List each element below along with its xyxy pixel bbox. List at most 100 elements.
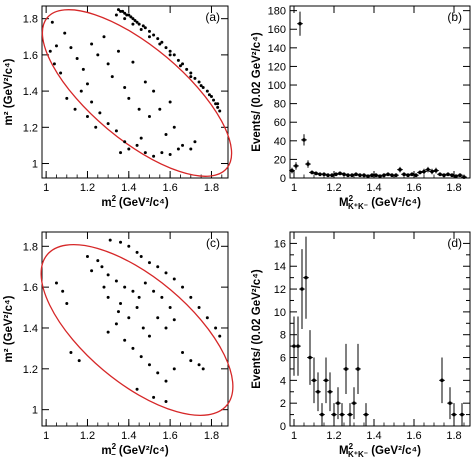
x-axis-label-sub: K⁺K⁻: [348, 202, 368, 211]
data-point: [69, 350, 73, 354]
data-point: [131, 17, 135, 21]
x-tick-label: 1: [291, 430, 297, 442]
data-point: [61, 289, 65, 293]
x-tick-label: 1.2: [80, 182, 95, 194]
data-point: [135, 306, 139, 310]
y-axis-label: Events/ (0.02 GeV²/c⁴): [251, 32, 263, 152]
data-point: [152, 33, 156, 37]
data-point: [390, 173, 394, 178]
data-point: [185, 67, 189, 71]
x-axis-label-prefix: M: [339, 197, 349, 209]
data-point: [106, 122, 110, 126]
data-point: [135, 250, 139, 254]
data-point: [143, 151, 147, 155]
data-point: [354, 172, 358, 177]
data-point: [324, 378, 328, 383]
x-axis-label-unit: (GeV²/c⁴): [116, 197, 169, 209]
data-point: [143, 26, 147, 30]
x-axis-label-sub: K⁺K⁻: [348, 450, 368, 459]
data-point: [100, 265, 104, 269]
data-point: [201, 367, 205, 371]
data-point: [160, 295, 164, 299]
data-point: [143, 281, 147, 285]
x-axis-label: m2− (GeV²/c⁴): [101, 442, 169, 459]
x-axis-label-unit: (GeV²/c⁴): [368, 197, 421, 209]
data-point: [346, 173, 350, 178]
data-point: [314, 171, 318, 176]
data-point: [152, 395, 156, 399]
dalitz-boundary-ellipse: [40, 244, 234, 416]
data-point: [193, 140, 197, 144]
y-axis-label: m² (GeV²/c⁴): [3, 295, 15, 362]
data-point: [296, 344, 300, 348]
data-point: [119, 151, 123, 155]
y-tick-label: 0: [280, 421, 286, 433]
data-point: [127, 147, 131, 151]
data-point: [121, 9, 125, 13]
data-point: [137, 295, 141, 299]
y-tick-label: 1.2: [23, 122, 38, 134]
data-point: [59, 71, 63, 75]
data-point: [139, 255, 143, 259]
data-point: [364, 412, 368, 417]
data-point: [152, 154, 156, 158]
x-axis-label-sup: 2: [349, 194, 354, 203]
data-point: [214, 326, 218, 330]
data-point: [85, 114, 89, 118]
y-tick-label: 1.6: [23, 282, 38, 294]
data-point: [114, 322, 118, 326]
data-point: [207, 93, 211, 97]
data-point: [446, 172, 450, 177]
data-point: [308, 355, 312, 360]
data-point: [168, 100, 172, 104]
data-point: [116, 49, 120, 53]
data-point: [310, 170, 314, 175]
data-point: [168, 49, 172, 53]
data-point: [410, 172, 414, 177]
x-axis-label: M2 K⁺K⁻ (GeV²/c⁴): [339, 442, 421, 459]
data-point: [294, 164, 298, 168]
x-tick-label: 1.6: [162, 430, 177, 442]
data-point: [438, 172, 442, 177]
data-point: [216, 102, 220, 106]
data-point: [452, 412, 456, 417]
y-tick-label: 60: [274, 117, 286, 129]
data-point: [450, 173, 454, 178]
data-point: [152, 89, 156, 93]
data-point: [374, 173, 378, 178]
y-tick-label: 1.6: [23, 50, 38, 62]
data-point: [164, 46, 168, 50]
data-point: [156, 265, 160, 269]
data-point: [358, 173, 362, 178]
data-point: [156, 37, 160, 41]
y-tick-label: 100: [268, 80, 286, 92]
data-point: [340, 412, 344, 417]
data-point: [328, 389, 332, 394]
data-point: [50, 20, 54, 24]
data-point: [96, 53, 100, 57]
data-point: [304, 275, 308, 280]
data-point: [318, 172, 322, 177]
plot-frame: [41, 5, 229, 179]
x-tick-label: 1.4: [121, 182, 136, 194]
x-axis-label-prefix: M: [339, 445, 349, 457]
data-point: [460, 412, 464, 417]
x-tick-label: 1.8: [204, 430, 219, 442]
data-point: [158, 42, 162, 46]
data-point: [312, 378, 316, 383]
y-tick-label: 1.4: [23, 86, 38, 98]
data-point: [414, 173, 418, 178]
data-point: [209, 95, 213, 99]
y-tick-label: 180: [268, 6, 286, 18]
data-point: [168, 306, 172, 310]
panel-label: (d): [447, 236, 462, 250]
plot-frame: [289, 5, 471, 179]
data-point: [402, 172, 406, 177]
data-point: [189, 359, 193, 363]
data-point: [81, 67, 85, 71]
y-tick-label: 8: [280, 330, 286, 342]
panel-c-scatter: 1 1.2 1.4 1.6 1.8 1 1.2 1.4 1.6 1.8 (c) m² (GeV²/c⁴…: [3, 231, 234, 459]
data-point: [131, 60, 135, 64]
data-point: [382, 173, 386, 178]
data-point: [119, 301, 123, 305]
